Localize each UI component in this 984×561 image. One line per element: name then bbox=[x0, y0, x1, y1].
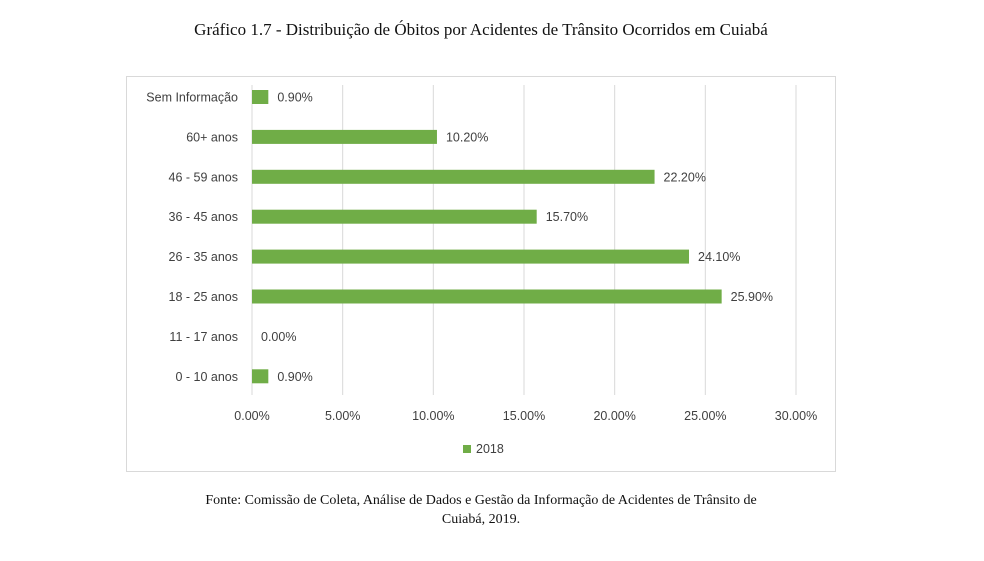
data-label: 0.90% bbox=[277, 91, 312, 105]
source-note: Fonte: Comissão de Coleta, Análise de Da… bbox=[120, 491, 842, 529]
category-label: 26 - 35 anos bbox=[169, 250, 239, 264]
legend-swatch bbox=[463, 445, 471, 453]
category-label: 0 - 10 anos bbox=[175, 370, 238, 384]
data-label: 25.90% bbox=[731, 290, 773, 304]
category-label: 60+ anos bbox=[186, 130, 238, 144]
x-tick-label: 20.00% bbox=[593, 409, 635, 423]
data-label: 15.70% bbox=[546, 210, 588, 224]
x-tick-label: 30.00% bbox=[775, 409, 817, 423]
data-label: 22.20% bbox=[664, 170, 706, 184]
source-line-2: Cuiabá, 2019. bbox=[441, 512, 521, 527]
bar bbox=[252, 249, 690, 264]
data-label: 0.00% bbox=[261, 330, 296, 344]
category-label: 36 - 45 anos bbox=[169, 210, 239, 224]
bar-chart: 0.00% 5.00% 10.00% 15.00% 20.00% 25.00% 30.00%… bbox=[146, 85, 817, 456]
x-tick-label: 25.00% bbox=[684, 409, 726, 423]
category-label: 46 - 59 anos bbox=[169, 170, 239, 184]
x-tick-label: 5.00% bbox=[325, 409, 360, 423]
x-tick-label: 15.00% bbox=[503, 409, 545, 423]
x-tick-label: 10.00% bbox=[412, 409, 454, 423]
category-label: Sem Informação bbox=[146, 91, 238, 105]
data-label: 0.90% bbox=[277, 370, 312, 384]
source-line-1: Fonte: Comissão de Coleta, Análise de Da… bbox=[205, 493, 757, 508]
bar bbox=[252, 369, 269, 384]
bar bbox=[252, 289, 722, 304]
chart-title: Gráfico 1.7 - Distribuição de Óbitos por… bbox=[194, 20, 768, 39]
category-label: 11 - 17 anos bbox=[169, 330, 238, 344]
legend-label: 2018 bbox=[476, 442, 504, 456]
labels: 0.00% 5.00% 10.00% 15.00% 20.00% 25.00% 30.00%… bbox=[146, 91, 817, 424]
legend: 2018 bbox=[463, 442, 504, 456]
bar bbox=[252, 129, 437, 144]
data-label: 10.20% bbox=[446, 130, 488, 144]
data-label: 24.10% bbox=[698, 250, 740, 264]
bar bbox=[252, 90, 269, 104]
bars bbox=[252, 90, 722, 384]
category-label: 18 - 25 anos bbox=[169, 290, 239, 304]
bar bbox=[252, 169, 655, 184]
bar bbox=[252, 209, 537, 224]
chart-frame: 0.00% 5.00% 10.00% 15.00% 20.00% 25.00% 30.00%… bbox=[126, 76, 836, 472]
x-tick-label: 0.00% bbox=[234, 409, 269, 423]
